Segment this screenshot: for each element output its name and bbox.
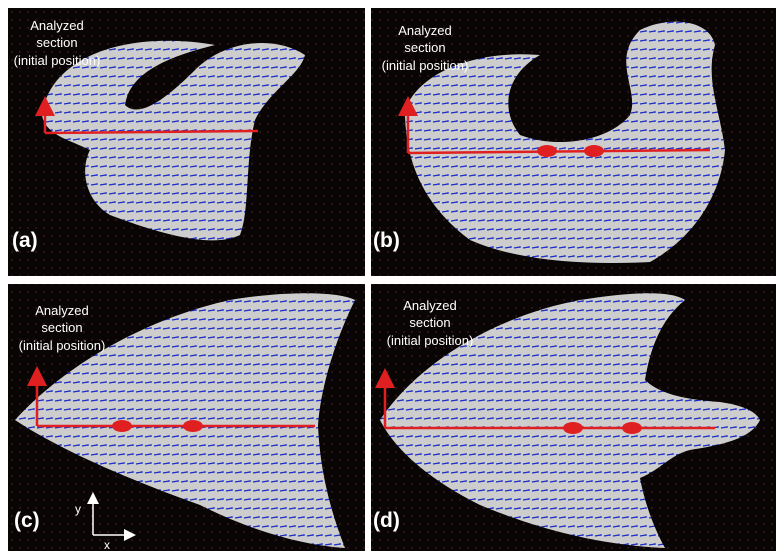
panel-label: (d): [373, 509, 400, 532]
figure: Analyzed section (initial position) (a) …: [0, 0, 776, 551]
marker-dot: [563, 422, 583, 434]
marker-dot: [622, 422, 642, 434]
annotation: (initial position): [382, 58, 469, 73]
axis-label: x: [104, 538, 110, 551]
panel-d: Analyzed section (initial position) (d): [371, 284, 776, 551]
annotation: section: [41, 320, 82, 335]
axis-label: y: [75, 502, 81, 516]
panel-label: (b): [373, 229, 400, 252]
panel-label: (a): [12, 229, 38, 252]
panel-a: Analyzed section (initial position) (a): [8, 8, 365, 276]
annotation: Analyzed: [35, 303, 88, 318]
annotation: section: [409, 315, 450, 330]
panel-b: Analyzed section (initial position) (b): [371, 8, 776, 276]
annotation: section: [404, 40, 445, 55]
panel-label: (c): [14, 509, 40, 532]
panel-c: Analyzed section (initial position) (c) …: [8, 284, 365, 551]
annotation: Analyzed: [403, 298, 456, 313]
marker-dot: [112, 420, 132, 432]
marker-dot: [537, 145, 557, 157]
annotation: (initial position): [19, 338, 106, 353]
annotation: (initial position): [14, 53, 101, 68]
annotation: Analyzed: [398, 23, 451, 38]
annotation: (initial position): [387, 333, 474, 348]
marker-dot: [183, 420, 203, 432]
marker-dot: [584, 145, 604, 157]
annotation: section: [36, 35, 77, 50]
annotation: Analyzed: [30, 18, 83, 33]
